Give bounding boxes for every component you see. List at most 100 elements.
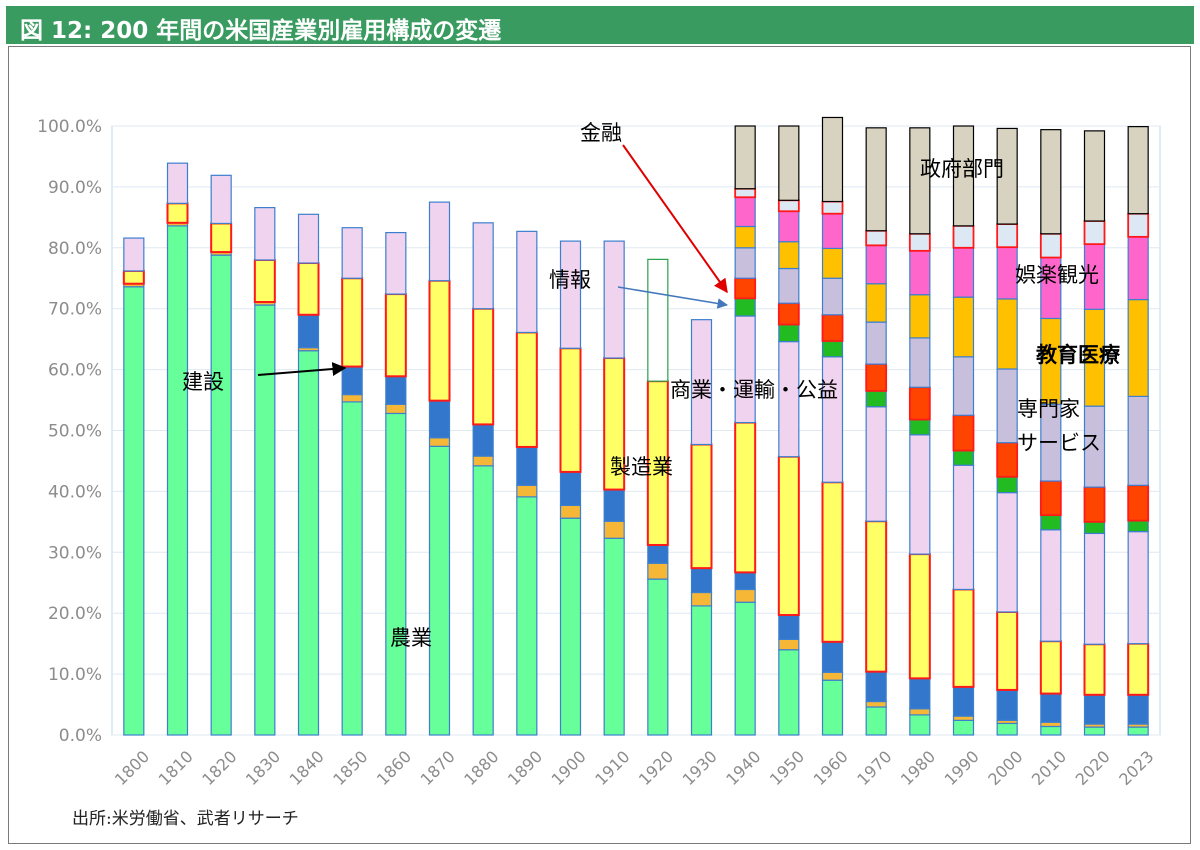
bar-segment-manufacturing_transport-2000	[996, 689, 1018, 721]
x-tick-label: 1920	[635, 747, 677, 789]
bar-segment-other-1990	[952, 224, 975, 249]
bar-segment-agriculture-2000	[996, 722, 1018, 736]
y-tick-label: 0.0%	[59, 726, 102, 746]
bar-segment-construction-1930	[690, 591, 713, 607]
bar-segment-manufacturing-1940	[734, 421, 757, 574]
y-tick-label: 90.0%	[48, 178, 102, 198]
bar-segment-manufacturing_transport-1900	[559, 471, 582, 507]
y-tick-label: 20.0%	[48, 604, 102, 624]
leisure-label: 娯楽観光	[1015, 263, 1099, 287]
bar-segment-agriculture-1800	[123, 286, 145, 736]
bar-segment-commerce_utilities-2000	[996, 492, 1018, 613]
bar-segment-commerce_utilities-2020	[1083, 532, 1106, 645]
bar-segment-manufacturing-1840	[297, 262, 320, 316]
y-tick-label: 100.0%	[37, 117, 102, 137]
bar-segment-government-1940	[734, 125, 756, 190]
bar-segment-finance-1940	[734, 277, 757, 300]
bar-segment-other-2000	[996, 223, 1019, 249]
bar-segment-agriculture-1850	[341, 401, 363, 736]
bar-segment-agriculture-1830	[254, 304, 276, 736]
bar-segment-construction-1960	[821, 671, 844, 681]
x-tick-label: 1910	[591, 747, 633, 789]
figure-title: 図 12: 200 年間の米国産業別雇用構成の変遷	[20, 18, 502, 44]
bar-segment-information-1950	[778, 323, 800, 343]
bar-segment-other-2010	[1039, 232, 1062, 259]
bar-segment-manufacturing_1920_outline-1920	[647, 258, 669, 382]
bar-segment-agriculture-1930	[690, 605, 713, 736]
bar-segment-commerce_utilities-1830	[254, 207, 276, 261]
bar-segment-construction-1860	[385, 403, 407, 415]
bar-segment-manufacturing-1820	[210, 222, 233, 254]
bar-segment-professional_services-1970	[865, 321, 887, 365]
bar-segment-manufacturing-2023	[1127, 642, 1150, 696]
bar-segment-commerce_utilities-1860	[385, 231, 407, 295]
bar-segment-manufacturing_transport-2020	[1083, 694, 1106, 725]
x-tick-label: 1810	[155, 747, 197, 789]
commerce-label: 商業・運輸・公益	[670, 378, 838, 402]
bar-segment-leisure_tourism-1940	[734, 196, 756, 228]
bar-segment-agriculture-1980	[909, 714, 931, 736]
bar-segment-manufacturing-1800	[122, 269, 145, 285]
bar-segment-commerce_utilities-1960	[821, 356, 844, 483]
bar-segment-commerce_utilities-1820	[210, 174, 232, 225]
bar-segment-education_health-1970	[865, 283, 887, 323]
bar-segment-manufacturing_transport-1940	[734, 571, 756, 591]
bar-segment-government-1980	[909, 127, 931, 235]
bar-segment-commerce_utilities-1910	[603, 240, 625, 359]
construction-arrow	[257, 362, 347, 376]
bar-segment-government-1970	[865, 127, 887, 232]
bar-segment-commerce_utilities-1810	[166, 162, 189, 204]
bar-segment-commerce_utilities-1990	[952, 464, 975, 591]
bar-segment-construction-1850	[341, 393, 363, 403]
bar-segment-government-2000	[996, 127, 1018, 225]
bar-segment-leisure_tourism-1980	[909, 250, 931, 296]
y-tick-label: 30.0%	[48, 543, 102, 563]
bar-segment-leisure_tourism-1970	[865, 244, 887, 285]
bar-segment-other-1940	[734, 187, 757, 199]
bar-segment-manufacturing-1970	[865, 520, 888, 673]
x-tick-label: 1990	[941, 747, 983, 789]
bar-segment-manufacturing-1830	[253, 258, 276, 304]
bar-segment-other-2020	[1083, 220, 1106, 246]
bar-segment-agriculture-1890	[516, 496, 538, 736]
bar-segment-government-2020	[1083, 130, 1106, 222]
bar-segment-government-1960	[821, 116, 844, 203]
x-tick-label: 1890	[504, 747, 546, 789]
bar-segment-government-2023	[1127, 126, 1149, 215]
bar-segment-manufacturing-1890	[515, 331, 538, 448]
source-note: 出所:米労働省、武者リサーチ	[72, 809, 299, 829]
bar-segment-agriculture-1900	[559, 517, 582, 736]
agriculture-label: 農業	[390, 626, 432, 650]
bar-segment-agriculture-2020	[1083, 726, 1106, 736]
bar-segment-agriculture-1970	[865, 706, 887, 736]
manufacturing-label: 製造業	[610, 455, 673, 479]
bar-segment-education_health-2000	[996, 298, 1018, 370]
bar-segment-information-1960	[821, 340, 844, 358]
y-tick-label: 70.0%	[48, 300, 102, 320]
bar-segment-professional_services-1960	[821, 277, 844, 316]
bar-segment-finance-1960	[821, 313, 844, 342]
bar-segment-finance-2010	[1039, 480, 1062, 517]
x-tick-label: 2010	[1028, 747, 1070, 789]
bar-segment-agriculture-1990	[952, 719, 975, 736]
bar-segment-manufacturing_transport-1850	[341, 365, 363, 396]
x-tick-label: 1830	[242, 747, 284, 789]
bar-segment-construction-1870	[428, 437, 451, 447]
bar-segment-manufacturing-1870	[428, 279, 451, 402]
bar-segment-agriculture-1860	[385, 412, 407, 736]
bar-segment-manufacturing-1900	[559, 347, 582, 473]
bar-segment-construction-2010	[1040, 721, 1062, 728]
x-tick-label: 1870	[417, 747, 459, 789]
bar-segment-manufacturing_transport-1970	[865, 671, 887, 703]
bar-segment-manufacturing-1860	[384, 293, 407, 378]
services-label-line2: サービス	[1017, 431, 1101, 455]
bar-segment-information-2023	[1127, 520, 1149, 533]
x-tick-label: 1820	[198, 747, 240, 789]
bar-segment-manufacturing_transport-1980	[909, 677, 931, 710]
bar-segment-manufacturing_transport-1910	[603, 488, 625, 522]
bar-segment-finance-1970	[865, 363, 888, 392]
x-tick-label: 1860	[373, 747, 415, 789]
bar-segment-manufacturing_transport-1960	[821, 641, 844, 673]
bar-segment-manufacturing_transport-1870	[428, 400, 451, 439]
